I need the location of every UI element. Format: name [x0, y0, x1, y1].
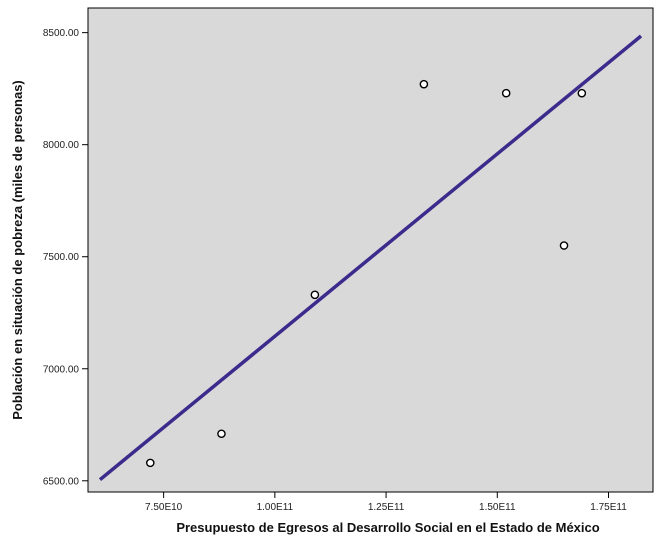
- data-point: [419, 79, 429, 89]
- data-point: [145, 458, 155, 468]
- y-tick-label: 8500.00: [43, 28, 80, 39]
- x-axis-title: Presupuesto de Egresos al Desarrollo Soc…: [176, 520, 599, 535]
- data-point: [577, 88, 587, 98]
- data-point: [559, 241, 569, 250]
- x-axis-ticks: 7.50E10 1.00E11 1.25E11 1.50E11 1.75E11: [145, 492, 627, 513]
- x-tick-label: 1.00E11: [257, 502, 294, 513]
- y-axis-ticks: 6500.00 7000.00 7500.00 8000.00 8500.00: [43, 28, 88, 487]
- data-point: [217, 429, 226, 439]
- y-axis-title: Población en situación de pobreza (miles…: [10, 80, 25, 420]
- data-point: [501, 88, 511, 98]
- y-tick-label: 6500.00: [43, 476, 80, 487]
- fit-line-layer: [98, 34, 643, 482]
- x-tick-label: 1.75E11: [590, 502, 627, 513]
- points-layer: [145, 79, 587, 468]
- x-tick-label: 1.50E11: [479, 502, 516, 513]
- fit-line: [98, 34, 643, 482]
- y-tick-label: 8000.00: [43, 140, 80, 151]
- data-point: [310, 290, 320, 300]
- y-tick-label: 7500.00: [43, 252, 80, 263]
- y-tick-label: 7000.00: [43, 364, 80, 375]
- x-tick-label: 7.50E10: [145, 502, 183, 513]
- x-tick-label: 1.25E11: [368, 502, 405, 513]
